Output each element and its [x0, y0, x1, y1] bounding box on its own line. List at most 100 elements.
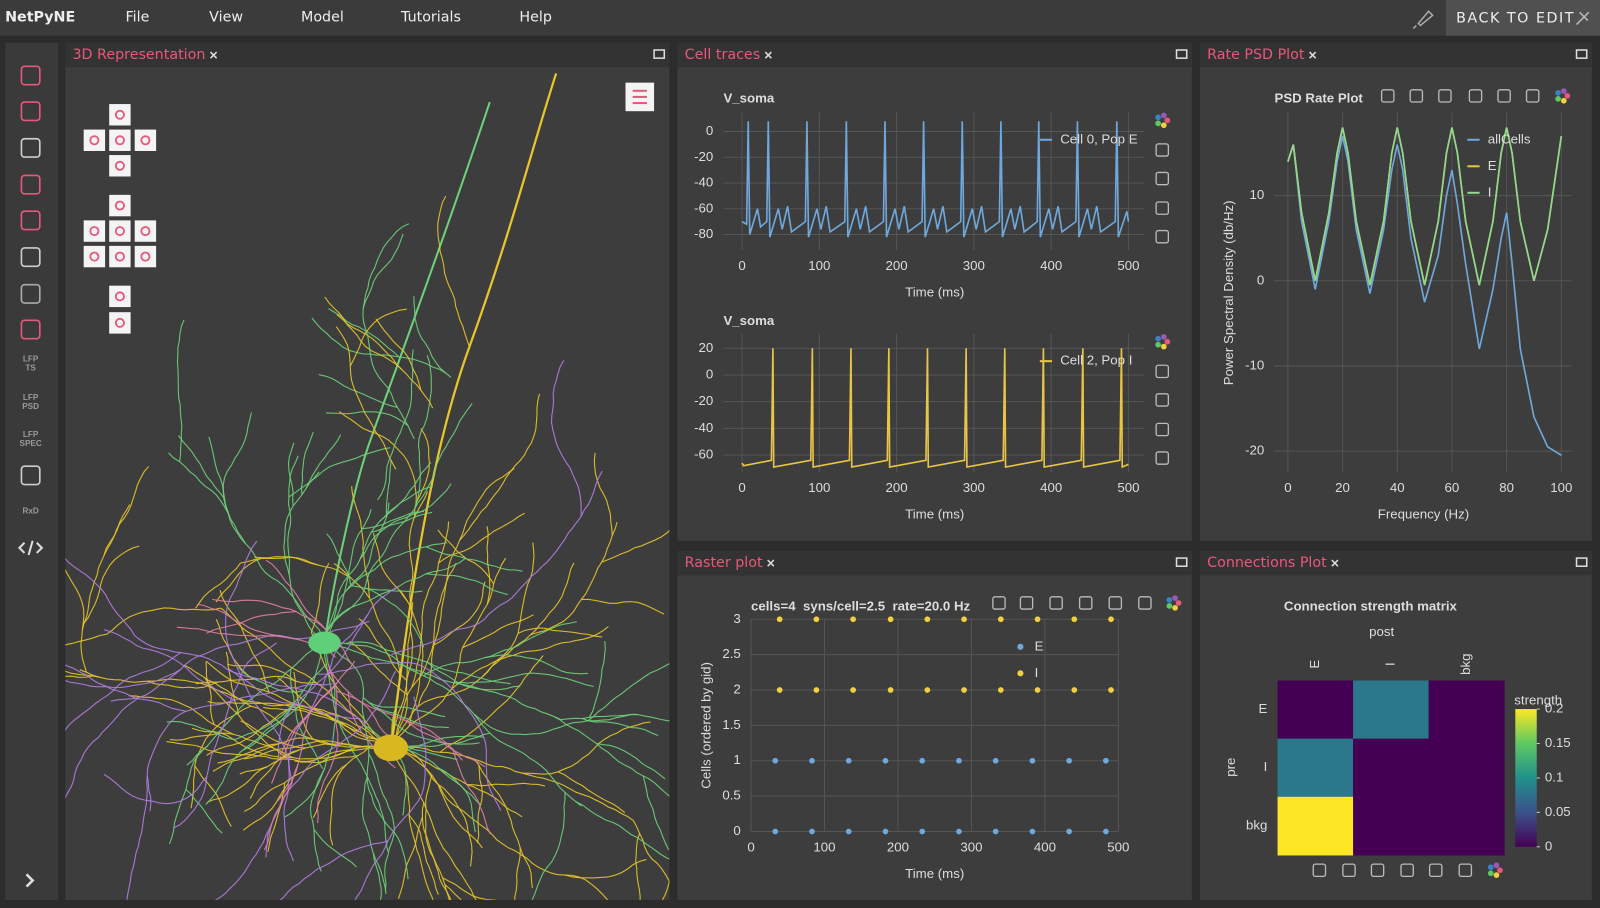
toolbar-icon[interactable]	[1108, 596, 1123, 610]
camera-button[interactable]	[109, 104, 131, 126]
expand-icon[interactable]	[25, 873, 35, 888]
legend-label[interactable]: I	[1035, 665, 1039, 680]
minimize-icon[interactable]	[653, 49, 666, 59]
camera-button[interactable]	[109, 155, 131, 177]
toolbar-icon[interactable]	[1428, 863, 1443, 878]
legend-label[interactable]: I	[1488, 184, 1492, 199]
back-to-edit-label[interactable]: BACK TO EDIT	[1456, 10, 1575, 26]
camera-button[interactable]	[109, 312, 131, 334]
neuron-morphology	[65, 73, 670, 900]
toolbar-icon[interactable]	[1078, 596, 1093, 610]
sidebar-icon[interactable]	[20, 210, 41, 231]
camera-button[interactable]	[134, 245, 157, 268]
toolbar-icon[interactable]	[1138, 596, 1152, 610]
toolbar-icon[interactable]	[1155, 422, 1170, 437]
dendrite	[289, 668, 324, 770]
close-icon[interactable]	[767, 559, 775, 567]
toolbar-icon[interactable]	[1312, 863, 1327, 878]
toolbar-icon[interactable]	[1400, 863, 1414, 878]
sidebar-icon[interactable]	[20, 174, 41, 195]
spike-point	[992, 757, 999, 764]
minimize-icon[interactable]	[1575, 49, 1588, 59]
panel-header	[1200, 42, 1592, 68]
legend-label[interactable]: E	[1488, 158, 1497, 173]
sidebar-icon[interactable]	[20, 319, 41, 340]
toolbar-icon[interactable]	[1155, 393, 1170, 407]
menu-item[interactable]: File	[126, 9, 150, 25]
toolbar-icon[interactable]	[1380, 89, 1395, 103]
minimize-icon[interactable]	[1175, 557, 1188, 567]
camera-button[interactable]	[109, 245, 131, 268]
toolbar-icon[interactable]	[1155, 451, 1170, 465]
toolbar-icon[interactable]	[1155, 143, 1170, 157]
toolbar-icon[interactable]	[1342, 863, 1356, 878]
panel-tab-title[interactable]: Raster plot	[685, 555, 763, 571]
toolbar-icon[interactable]	[1155, 201, 1170, 215]
panel-tab-title[interactable]: Connections Plot	[1207, 555, 1327, 571]
logo-dot	[1555, 90, 1561, 96]
close-icon[interactable]	[1309, 51, 1317, 59]
camera-button[interactable]	[109, 220, 131, 242]
toolbar-icon[interactable]	[1525, 89, 1540, 103]
sidebar-icon[interactable]	[20, 465, 41, 486]
camera-button[interactable]	[83, 129, 106, 151]
menu-item[interactable]: View	[209, 9, 243, 25]
x-tick-label: 0	[1284, 480, 1291, 495]
code-icon[interactable]	[17, 540, 44, 556]
camera-button[interactable]	[83, 245, 106, 268]
sidebar-label[interactable]: LFP	[23, 430, 39, 439]
sidebar-icon[interactable]	[20, 101, 41, 122]
sidebar-icon[interactable]	[20, 137, 41, 158]
toolbar-icon[interactable]	[1155, 364, 1170, 379]
sidebar-icon[interactable]	[20, 283, 41, 304]
toolbar-icon[interactable]	[1468, 89, 1483, 103]
toolbar-icon[interactable]	[1155, 171, 1170, 186]
camera-button[interactable]	[83, 220, 106, 242]
dendrite	[168, 452, 326, 643]
minimize-icon[interactable]	[1175, 49, 1188, 59]
sidebar-label[interactable]: TS	[25, 363, 36, 372]
camera-button[interactable]	[109, 129, 131, 151]
back-to-edit-button[interactable]	[1445, 0, 1600, 36]
camera-button[interactable]	[134, 129, 157, 151]
menu-item[interactable]: Model	[301, 9, 344, 25]
legend-label[interactable]: E	[1035, 638, 1044, 653]
toolbar-icon[interactable]	[1409, 89, 1424, 103]
legend-label[interactable]: Cell 2, Pop I	[1060, 353, 1132, 368]
sidebar-icon[interactable]	[20, 65, 41, 86]
toolbar-icon[interactable]	[1019, 596, 1034, 610]
sidebar-label[interactable]: SPEC	[20, 439, 42, 448]
panel-tab-title[interactable]: Cell traces	[685, 47, 760, 63]
menu-item[interactable]: Help	[519, 9, 552, 25]
colorbar-label: strength	[1514, 692, 1562, 707]
panel-tab-title[interactable]: Rate PSD Plot	[1207, 47, 1305, 63]
sidebar-label[interactable]: LFP	[23, 354, 39, 363]
chart-title: Connection strength matrix	[1284, 599, 1458, 614]
toolbar-icon[interactable]	[1497, 89, 1511, 103]
toolbar-icon[interactable]	[1155, 229, 1170, 244]
dendrite	[65, 664, 187, 712]
close-icon[interactable]	[1331, 559, 1339, 567]
toolbar-icon[interactable]	[1049, 596, 1063, 610]
camera-button[interactable]	[109, 194, 131, 217]
toolbar-icon[interactable]	[1438, 89, 1452, 103]
sidebar-label[interactable]: PSD	[22, 402, 39, 411]
camera-button[interactable]	[109, 285, 131, 308]
dendrite	[329, 669, 463, 761]
menu-item[interactable]: Tutorials	[400, 9, 461, 25]
close-icon[interactable]	[209, 51, 218, 59]
toolbar-icon[interactable]	[992, 596, 1006, 610]
camera-button-icon	[89, 226, 100, 237]
sidebar-icon[interactable]	[20, 247, 41, 268]
toolbar-icon[interactable]	[1370, 863, 1385, 878]
close-icon[interactable]	[764, 51, 772, 59]
legend-label[interactable]: Cell 0, Pop E	[1060, 131, 1138, 146]
camera-button[interactable]	[134, 220, 157, 242]
dendrite	[166, 720, 236, 741]
legend-label[interactable]: allCells	[1488, 131, 1531, 146]
toolbar-icon[interactable]	[1458, 863, 1473, 878]
minimize-icon[interactable]	[1575, 557, 1588, 567]
sidebar-label[interactable]: LFP	[23, 393, 39, 402]
sidebar-label[interactable]: RxD	[22, 506, 38, 515]
panel-tab-title[interactable]: 3D Representation	[72, 47, 205, 63]
